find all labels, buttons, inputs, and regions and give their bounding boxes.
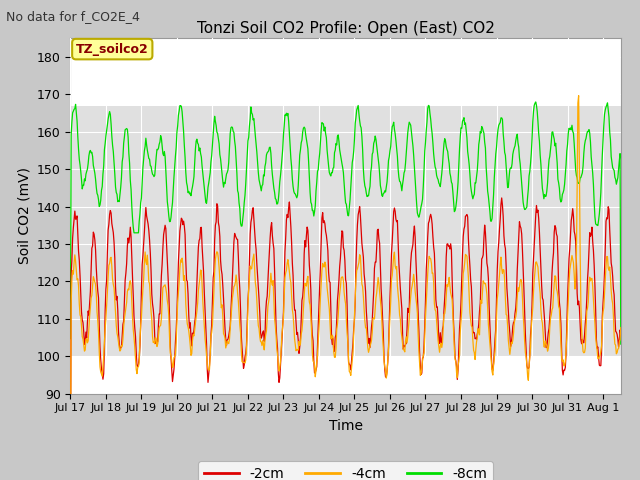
Bar (70, 106, 621, 356)
Title: Tonzi Soil CO2 Profile: Open (East) CO2: Tonzi Soil CO2 Profile: Open (East) CO2 (196, 21, 495, 36)
Legend: -2cm, -4cm, -8cm: -2cm, -4cm, -8cm (198, 461, 493, 480)
X-axis label: Time: Time (328, 419, 363, 433)
Y-axis label: Soil CO2 (mV): Soil CO2 (mV) (17, 168, 31, 264)
Text: TZ_soilco2: TZ_soilco2 (76, 43, 148, 56)
Text: No data for f_CO2E_4: No data for f_CO2E_4 (6, 10, 140, 23)
